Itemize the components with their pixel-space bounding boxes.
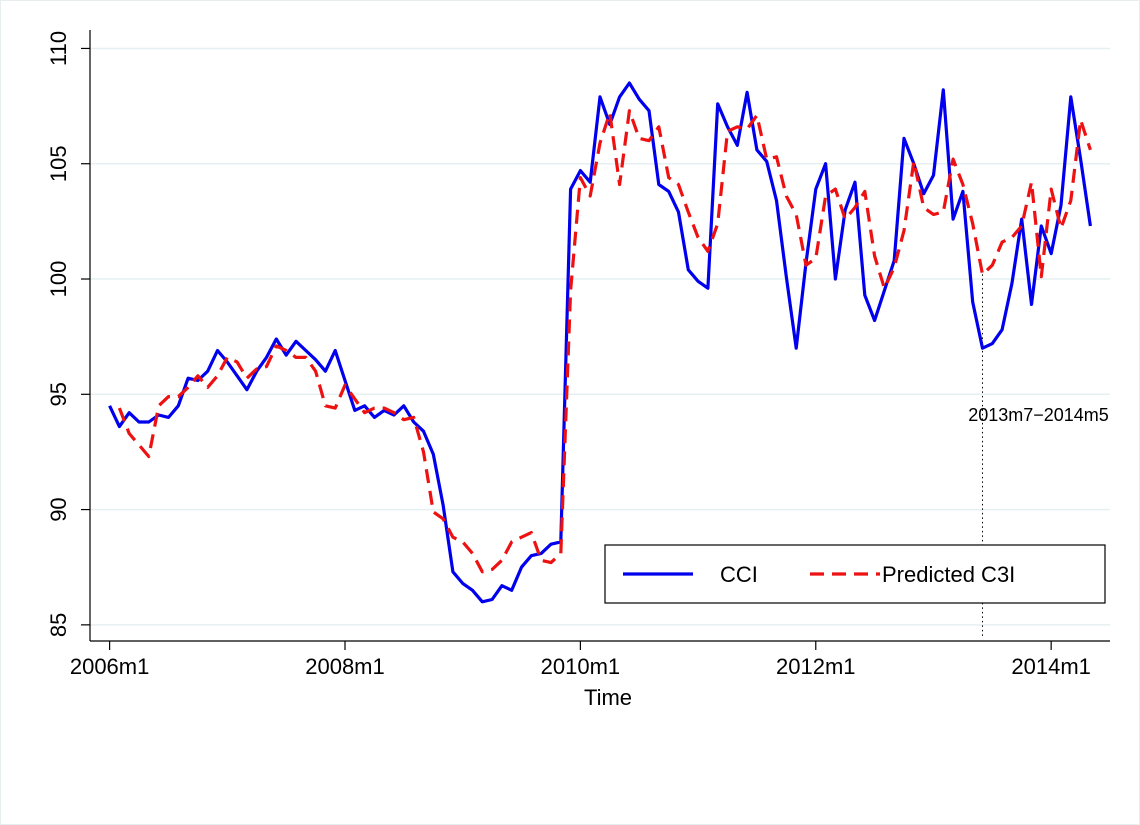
y-tick-label: 85 [46,613,71,637]
x-tick-label: 2012m1 [776,654,856,679]
x-tick-label: 2010m1 [541,654,621,679]
x-tick-label: 2014m1 [1011,654,1091,679]
legend-label: Predicted C3I [882,562,1015,587]
line-series [117,109,1092,574]
y-tick-label: 100 [46,261,71,298]
line-series [108,81,1092,604]
y-tick-label: 95 [46,382,71,406]
legend-label: CCI [720,562,758,587]
y-tick-label: 110 [46,31,71,66]
y-tick-label: 105 [46,145,71,182]
x-tick-label: 2006m1 [70,654,150,679]
y-tick-label: 90 [46,497,71,521]
x-axis-title: Time [584,685,632,710]
annotation-label: 2013m7−2014m5 [968,405,1109,425]
x-tick-label: 2008m1 [305,654,385,679]
